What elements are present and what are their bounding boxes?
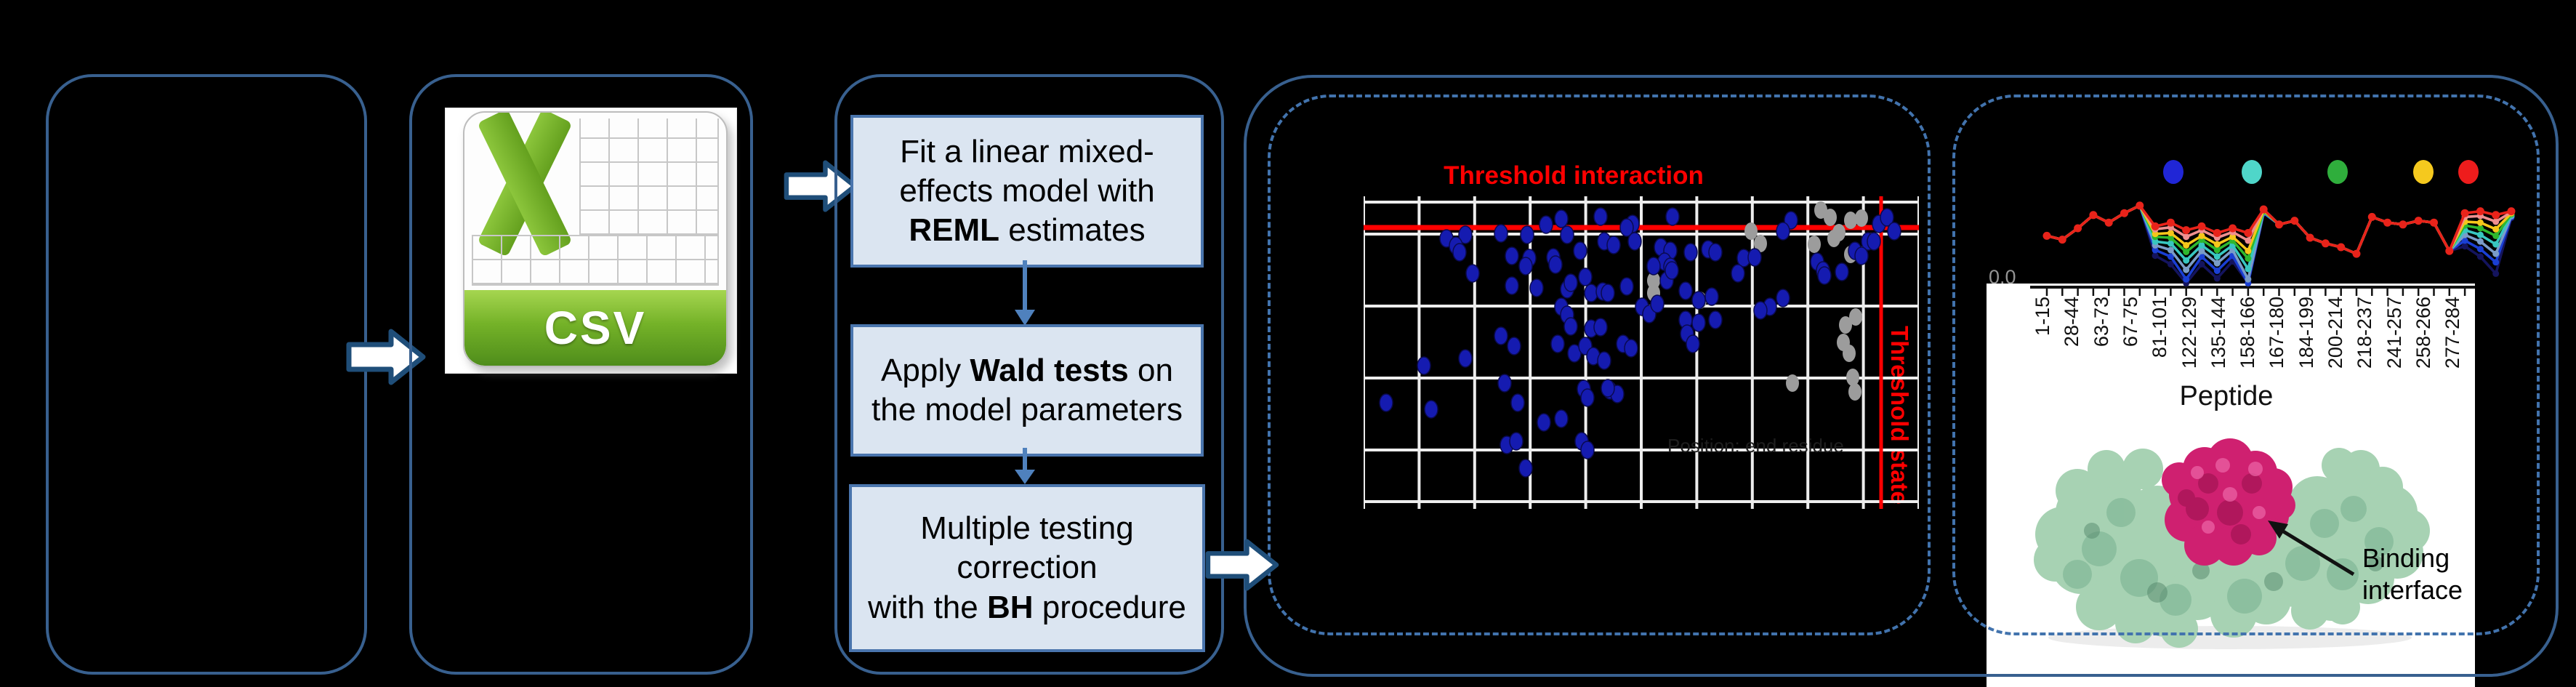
legend-dot-red (2458, 160, 2479, 184)
block-arrow-right-icon (784, 160, 858, 212)
panel-results-outer (1244, 75, 2559, 677)
peptide-figure-block: 1-15 28-44 63-73 67-75 81-101 122-129 135-144 1… (1987, 284, 2475, 687)
legend-dot-cyan (2242, 160, 2262, 184)
block-arrow-right-icon (1205, 539, 1279, 591)
legend-dot-blue (2163, 160, 2183, 184)
panel-statistics (834, 74, 1224, 675)
panel-scatter (1268, 95, 1931, 635)
flow-arrow-down-icon (1015, 260, 1035, 326)
panel-csv-input (409, 74, 753, 675)
binding-arrow-icon (2268, 521, 2355, 576)
x-axis-label: Peptide (2179, 381, 2274, 411)
legend-dot-yellow (2413, 160, 2434, 184)
flow-step-reml: Fit a linear mixed-effects model with REM… (850, 115, 1204, 268)
uptake-line-chart (2042, 201, 2516, 286)
flow-arrow-down-icon (1015, 448, 1035, 484)
protein-structure-figure (2034, 438, 2430, 649)
legend-dot-green (2327, 160, 2348, 184)
flow-step-bh: Multiple testing correction with the BH pr… (849, 484, 1205, 652)
scatter-title: Threshold interaction (1444, 161, 1704, 190)
block-arrow-right-icon (346, 329, 426, 385)
panel-structure (1952, 95, 2540, 635)
csv-grid-top (579, 118, 719, 236)
csv-x-glyph (470, 113, 579, 257)
csv-file-icon: CSV (445, 108, 737, 374)
flow-step-wald: Apply Wald tests on the model parameters (850, 324, 1204, 457)
csv-label: CSV (544, 302, 647, 354)
csv-banner: CSV (464, 290, 726, 366)
panel-input (46, 74, 367, 675)
peptide-axis (2030, 286, 2475, 296)
csv-grid-bottom (472, 235, 719, 286)
svg-text:Position: end residue: Position: end residue (1667, 435, 1844, 457)
interaction-scatter-plot: Position: end residue (1364, 196, 1919, 509)
binding-interface-label: Binding interface (2362, 543, 2463, 605)
